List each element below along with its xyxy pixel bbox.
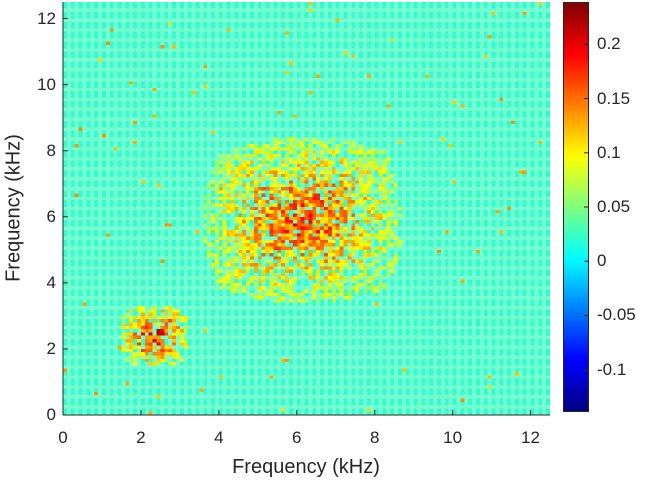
x-tick-label: 6 [292, 428, 302, 447]
colorbar-tick-label: 0.2 [597, 34, 621, 54]
y-tick-label: 2 [46, 338, 56, 358]
heatmap-image [63, 2, 550, 415]
x-axis-label: Frequency (kHz) [232, 456, 380, 478]
colorbar-tick-label: 0 [597, 251, 607, 271]
heatmap-plot-area [63, 2, 550, 415]
y-axis-label: Frequency (kHz) [2, 134, 25, 282]
colorbar-tick-label: -0.1 [597, 359, 627, 379]
x-tick-label: 0 [58, 428, 68, 447]
y-tick-label: 8 [46, 140, 56, 160]
colorbar-tick-label: 0.1 [597, 142, 621, 162]
x-tick-label: 2 [136, 428, 146, 447]
colorbar-tick-label: -0.05 [597, 305, 636, 325]
y-tick-label: 6 [46, 206, 56, 226]
x-tick-label: 10 [443, 428, 463, 447]
x-tick-label: 12 [521, 428, 540, 447]
colorbar-tick-label: 0.15 [597, 88, 631, 108]
x-tick-label: 8 [369, 428, 380, 447]
y-tick-label: 12 [37, 8, 56, 28]
y-tick-label: 0 [46, 405, 56, 424]
colorbar-tick-label: 0.05 [597, 197, 631, 216]
y-tick-label: 10 [37, 74, 56, 94]
x-tick-label: 4 [214, 428, 224, 447]
y-tick-label: 4 [46, 272, 56, 292]
